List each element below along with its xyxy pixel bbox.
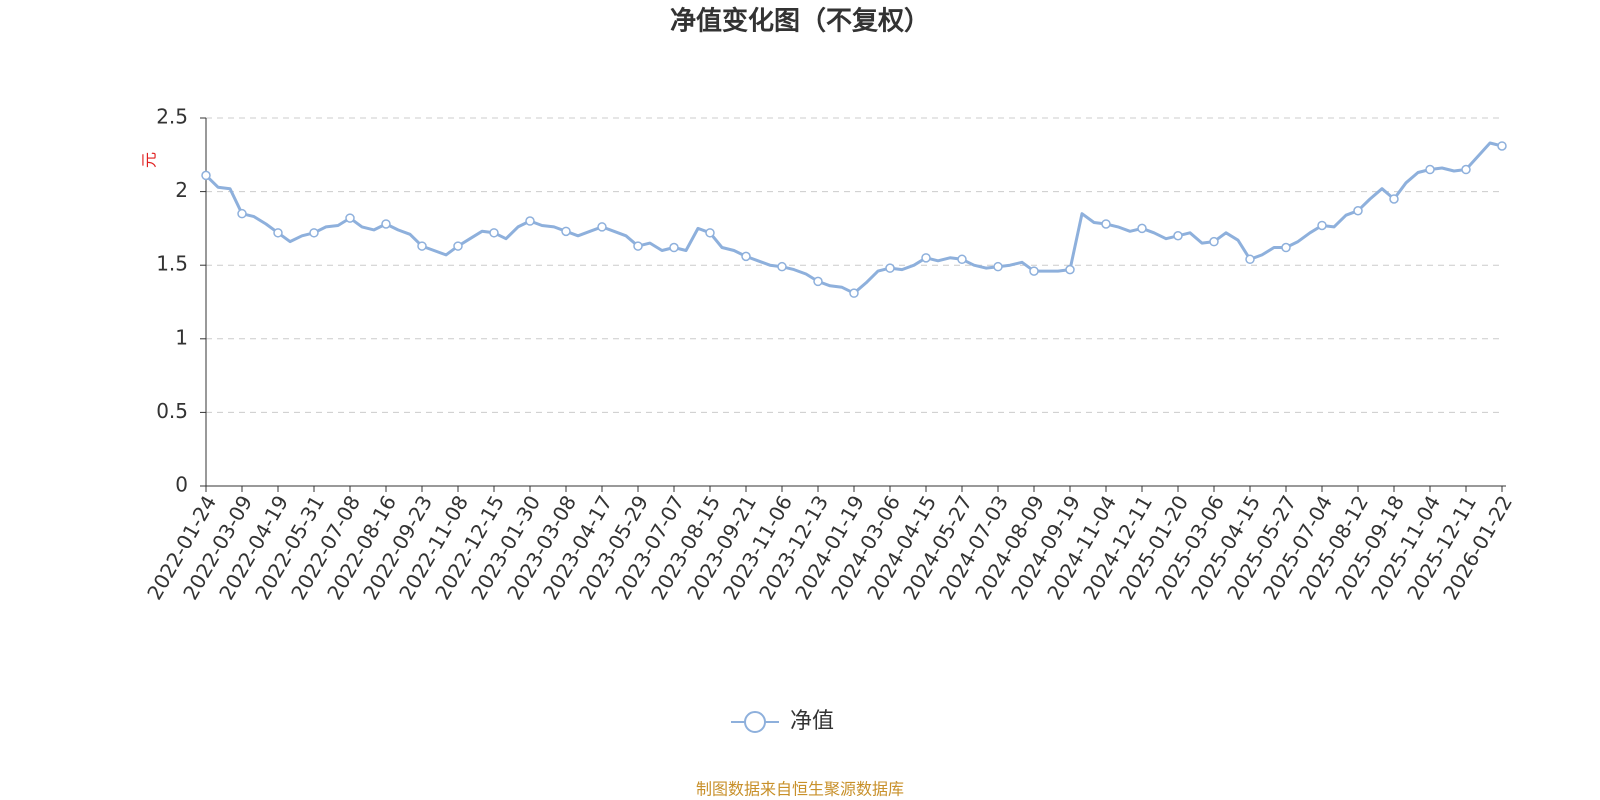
point (201, 170, 211, 181)
point (1065, 264, 1075, 275)
point (741, 251, 751, 262)
point (1209, 236, 1219, 247)
point (1353, 205, 1363, 216)
point (1461, 164, 1471, 175)
point (309, 228, 319, 238)
point (921, 253, 931, 263)
point (1425, 164, 1435, 175)
point (1173, 231, 1183, 241)
y-tick-label: 2.5 (156, 105, 188, 129)
point (1389, 194, 1399, 204)
point (813, 276, 823, 287)
point (633, 241, 643, 251)
y-axis-label: 元 (140, 152, 159, 168)
chart-title: 净值变化图（不复权） (670, 6, 930, 37)
point (1317, 220, 1327, 231)
point (1137, 223, 1147, 234)
point (993, 261, 1003, 272)
source-note: 制图数据来自恒生聚源数据库 (696, 780, 904, 799)
point (597, 222, 607, 232)
point (777, 261, 787, 272)
y-tick-label: 1.5 (156, 252, 188, 276)
point (345, 213, 355, 223)
y-tick-label: 2 (175, 178, 188, 202)
line (204, 141, 1503, 295)
point (1245, 254, 1255, 265)
legend-label: 净值 (790, 709, 834, 734)
point (1101, 219, 1111, 229)
point (849, 288, 859, 298)
point (525, 216, 535, 226)
y-tick-label: 0 (175, 473, 188, 497)
point (237, 208, 247, 219)
y-tick-label: 1 (175, 325, 188, 349)
point (1497, 141, 1507, 151)
point (453, 241, 463, 251)
point (669, 242, 679, 253)
point (885, 263, 895, 273)
point (417, 241, 427, 251)
point (957, 254, 967, 265)
legend-symbol (744, 711, 766, 733)
point (705, 228, 715, 238)
point (273, 228, 283, 238)
point (489, 228, 499, 238)
point (561, 226, 571, 237)
point (1029, 266, 1039, 276)
point (381, 219, 391, 229)
point (1281, 242, 1291, 253)
y-tick-label: 0.5 (156, 399, 188, 423)
